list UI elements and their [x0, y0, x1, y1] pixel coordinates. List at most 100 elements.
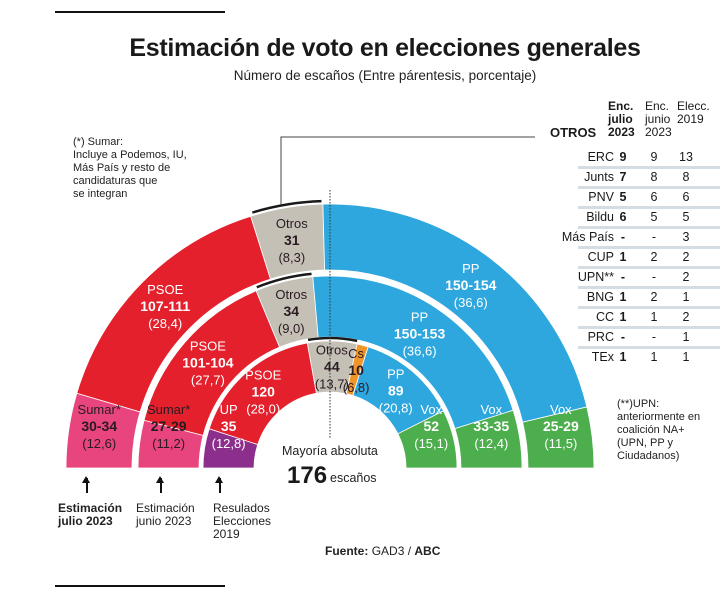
segment-label-party: Vox [480, 402, 502, 417]
seat-value: 2 [682, 250, 690, 264]
chart-subtitle: Número de escaños (Entre párentesis, por… [233, 68, 537, 83]
seat-value: 1 [650, 350, 658, 364]
seat-value: 5 [650, 210, 658, 224]
segment-label-pct: (28,4) [148, 316, 182, 331]
seat-value: - [620, 270, 626, 284]
segment-label-seats: 30-34 [81, 418, 117, 434]
seat-value: 13 [679, 150, 693, 164]
segment-label-pct: (12,6) [82, 436, 116, 451]
segment-label-seats: 25-29 [543, 418, 579, 434]
row-divider [578, 326, 720, 329]
seat-value: 2 [650, 290, 658, 304]
row-divider [578, 266, 720, 269]
otros-table-row: Más País - -3 [548, 226, 727, 248]
otros-table-row: Bildu 6 5 5 [548, 206, 727, 228]
seat-value: - [620, 230, 626, 244]
segment-label-seats: 107-111 [140, 298, 190, 314]
party-name: CC [595, 310, 614, 324]
segment-label-party: Otros [276, 216, 308, 231]
arc-segments [65, 203, 595, 469]
ring-label-julio-2023: Estimación julio 2023 [58, 501, 123, 528]
segment-label-seats: 89 [388, 383, 404, 399]
majority-unit: escaños [330, 471, 377, 485]
otros-table-row: PRC - -1 [548, 326, 727, 348]
seat-value: 1 [650, 310, 658, 324]
source-prefix: Fuente: [325, 544, 369, 558]
segment-label-party: Vox [420, 402, 442, 417]
segment-label-pct: (36,6) [454, 295, 488, 310]
row-divider [578, 206, 720, 209]
party-name: UPN** [577, 270, 614, 284]
party-name: ERC [587, 150, 614, 164]
row-divider [578, 186, 720, 189]
segment-label-pct: (11,5) [544, 436, 577, 451]
segment-label-party: Sumar* [147, 402, 190, 417]
segment-label-pct: (9,0) [278, 321, 305, 336]
seat-value: 6 [650, 190, 658, 204]
segment-label-pct: (11,2) [152, 436, 185, 451]
segment-label-party: PSOE [245, 368, 281, 383]
arrow-up-icon [216, 476, 222, 493]
arc-segment-vox-ring-0 [522, 406, 595, 469]
seat-value: 8 [682, 170, 690, 184]
seat-value: 9 [650, 150, 658, 164]
col-header-julio-2023: Enc. julio 2023 [608, 99, 635, 139]
row-divider [578, 306, 720, 309]
seat-value: 1 [619, 250, 627, 264]
segment-label-party: Sumar* [78, 402, 121, 417]
seat-value: 9 [619, 150, 627, 164]
row-divider [578, 286, 720, 289]
arc-segment-vox-ring-1 [454, 409, 523, 469]
seat-value: - [620, 330, 626, 344]
seat-value: 8 [650, 170, 658, 184]
party-name: Más País [561, 230, 614, 244]
ring-label-junio-2023: Estimación junio 2023 [136, 501, 195, 528]
segment-label-seats: 150-154 [445, 277, 497, 293]
otros-table-row: BNG 1 2 1 [548, 286, 727, 308]
otros-highlight-caps [251, 199, 358, 343]
seat-value: 7 [619, 170, 627, 184]
party-name: CUP [587, 250, 614, 264]
seat-value: 1 [619, 350, 627, 364]
party-name: BNG [586, 290, 614, 304]
seat-value: 6 [619, 210, 627, 224]
segment-label-seats: 150-153 [394, 326, 446, 342]
segment-label-pct: (27,7) [191, 372, 225, 387]
seat-value: 1 [682, 290, 690, 304]
sumar-footnote: (*) Sumar: Incluye a Podemos, IU, Más Pa… [73, 136, 187, 200]
source-credit: Fuente: GAD3 / ABC [325, 544, 440, 558]
majority-label: Mayoría absoluta [282, 444, 378, 458]
party-name: Bildu [586, 210, 614, 224]
otros-connector-line [280, 136, 535, 205]
otros-table-row: CC 1 1 2 [548, 306, 727, 328]
seat-value: - [651, 230, 657, 244]
arrow-up-icon [157, 476, 163, 493]
top-rule [55, 11, 225, 13]
segment-label-party: UP [220, 402, 238, 417]
col-header-junio-2023: Enc. junio 2023 [645, 99, 672, 139]
segment-label-seats: 52 [423, 418, 439, 434]
segment-label-party: Otros [316, 343, 348, 358]
segment-label-pct: (6,8) [343, 380, 370, 395]
otros-table-row: UPN** - -2 [548, 266, 727, 288]
ring-label-elecciones-2019: Resulados Elecciones 2019 [213, 501, 272, 541]
seat-value: 3 [682, 230, 690, 244]
segment-label-party: PP [411, 310, 428, 325]
row-divider [578, 166, 720, 169]
segment-label-party: PP [387, 367, 404, 382]
segment-label-seats: 10 [348, 362, 364, 378]
segment-label-seats: 31 [284, 232, 300, 248]
segment-label-party: PSOE [190, 338, 226, 353]
segment-label-party: Otros [275, 287, 307, 302]
otros-table-row: Junts 7 8 8 [548, 166, 727, 188]
seat-value: 5 [619, 190, 627, 204]
source-text: GAD3 / [371, 544, 412, 558]
segment-label-pct: (15,1) [414, 436, 448, 451]
source-brand: ABC [414, 544, 441, 558]
segment-label-pct: (13,7) [315, 377, 349, 392]
seat-value: 1 [682, 350, 690, 364]
segment-label-pct: (8,3) [278, 250, 305, 265]
segment-label-seats: 120 [252, 384, 276, 400]
segment-label-pct: (28,0) [246, 402, 280, 417]
